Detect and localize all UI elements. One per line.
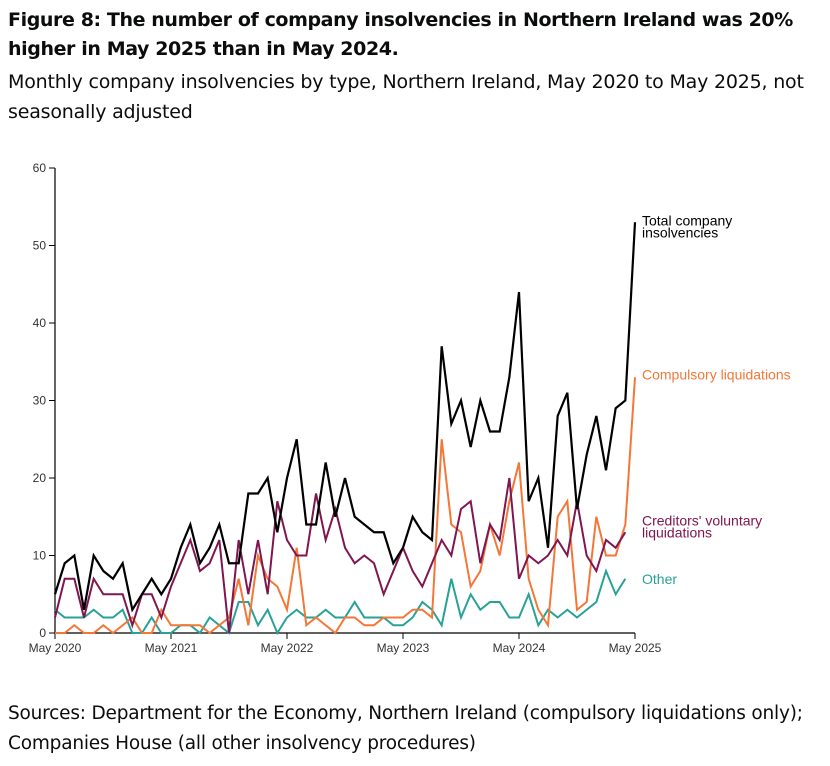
x-tick-label: May 2024 <box>493 641 546 655</box>
x-tick-label: May 2020 <box>29 641 82 655</box>
series-label-line: Other <box>642 571 677 587</box>
series-line-compulsory-liquidations <box>55 377 636 635</box>
series-lines <box>53 222 637 636</box>
y-tick-label: 60 <box>33 161 47 175</box>
series-label-other: Other <box>642 571 677 587</box>
series-label-line: Total company <box>642 212 732 228</box>
series-label-line: insolvencies <box>642 224 718 240</box>
series-line-total-company-insolvencies <box>53 222 637 613</box>
figure-source: Sources: Department for the Economy, Nor… <box>8 703 803 754</box>
x-axis: May 2020 May 2021 May 2022 May 2023 May 2024… <box>29 632 662 655</box>
series-label-total-company-insolvencies: Total company insolvencies <box>642 212 732 240</box>
figure-title: Figure 8: The number of company insolven… <box>8 9 793 60</box>
x-tick-label: May 2023 <box>377 641 430 655</box>
x-tick-label: May 2022 <box>261 641 314 655</box>
y-tick-label: 40 <box>33 316 47 330</box>
series-label-compulsory-liquidations: Compulsory liquidations <box>642 367 791 383</box>
y-tick-label: 20 <box>33 471 47 485</box>
y-tick-label: 10 <box>33 549 47 563</box>
series-label-creditors-voluntary-liquidations: Creditors' voluntary liquidations <box>642 512 762 540</box>
y-tick-label: 30 <box>33 394 47 408</box>
y-tick-label: 50 <box>33 239 47 253</box>
series-labels: Total company insolvencies Compulsory liqu… <box>642 212 791 587</box>
series-line-other <box>54 568 627 636</box>
x-tick-label: May 2021 <box>145 641 198 655</box>
series-label-line: Creditors' voluntary <box>642 512 762 528</box>
y-tick-label: 0 <box>39 626 46 640</box>
series-line-creditors-voluntary-liquidations <box>54 477 627 634</box>
series-label-line: liquidations <box>642 524 712 540</box>
figure-subtitle: Monthly company insolvencies by type, No… <box>8 71 804 123</box>
series-label-line: Compulsory liquidations <box>642 367 791 383</box>
y-axis: 0 10 20 30 40 50 60 <box>33 161 56 640</box>
x-tick-label: May 2025 <box>609 641 662 655</box>
